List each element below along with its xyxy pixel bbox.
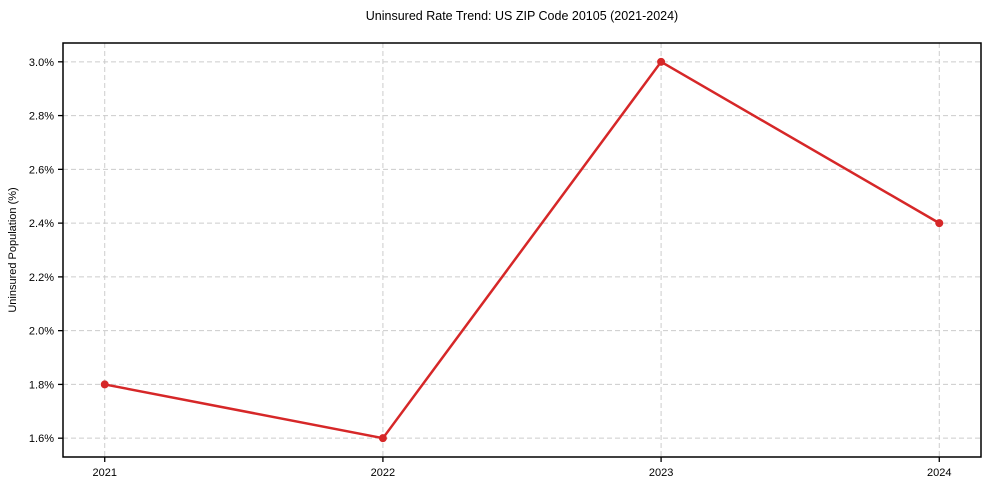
y-tick-label: 2.4% xyxy=(29,218,54,230)
plot-border xyxy=(62,42,982,458)
x-tick-label: 2023 xyxy=(649,467,673,479)
y-tick-label: 3.0% xyxy=(29,57,54,69)
data-point-marker xyxy=(657,57,666,66)
y-tick-label: 2.6% xyxy=(29,164,54,176)
y-tick-label: 1.6% xyxy=(29,433,54,445)
y-tick-label: 2.8% xyxy=(29,111,54,123)
data-point-marker xyxy=(378,434,387,443)
x-tick-label: 2022 xyxy=(371,467,395,479)
trend-line xyxy=(103,60,941,440)
y-tick-label: 2.0% xyxy=(29,326,54,338)
y-tick-label: 2.2% xyxy=(29,272,54,284)
chart-title: Uninsured Rate Trend: US ZIP Code 20105 … xyxy=(365,9,679,23)
x-tick-label: 2021 xyxy=(92,467,116,479)
data-point-marker xyxy=(100,380,109,389)
axis-ticks xyxy=(58,61,940,462)
axis-tick-labels: 1.6% 1.8% 2.0% 2.2% 2.4% 2.6% 2.8% 3.0% 2021 2022… xyxy=(29,57,952,479)
y-axis-title: Uninsured Population (%) xyxy=(7,187,19,312)
y-tick-label: 1.8% xyxy=(29,379,54,391)
x-tick-label: 2024 xyxy=(927,467,951,479)
data-point-marker xyxy=(935,219,944,228)
data-series xyxy=(100,57,944,443)
